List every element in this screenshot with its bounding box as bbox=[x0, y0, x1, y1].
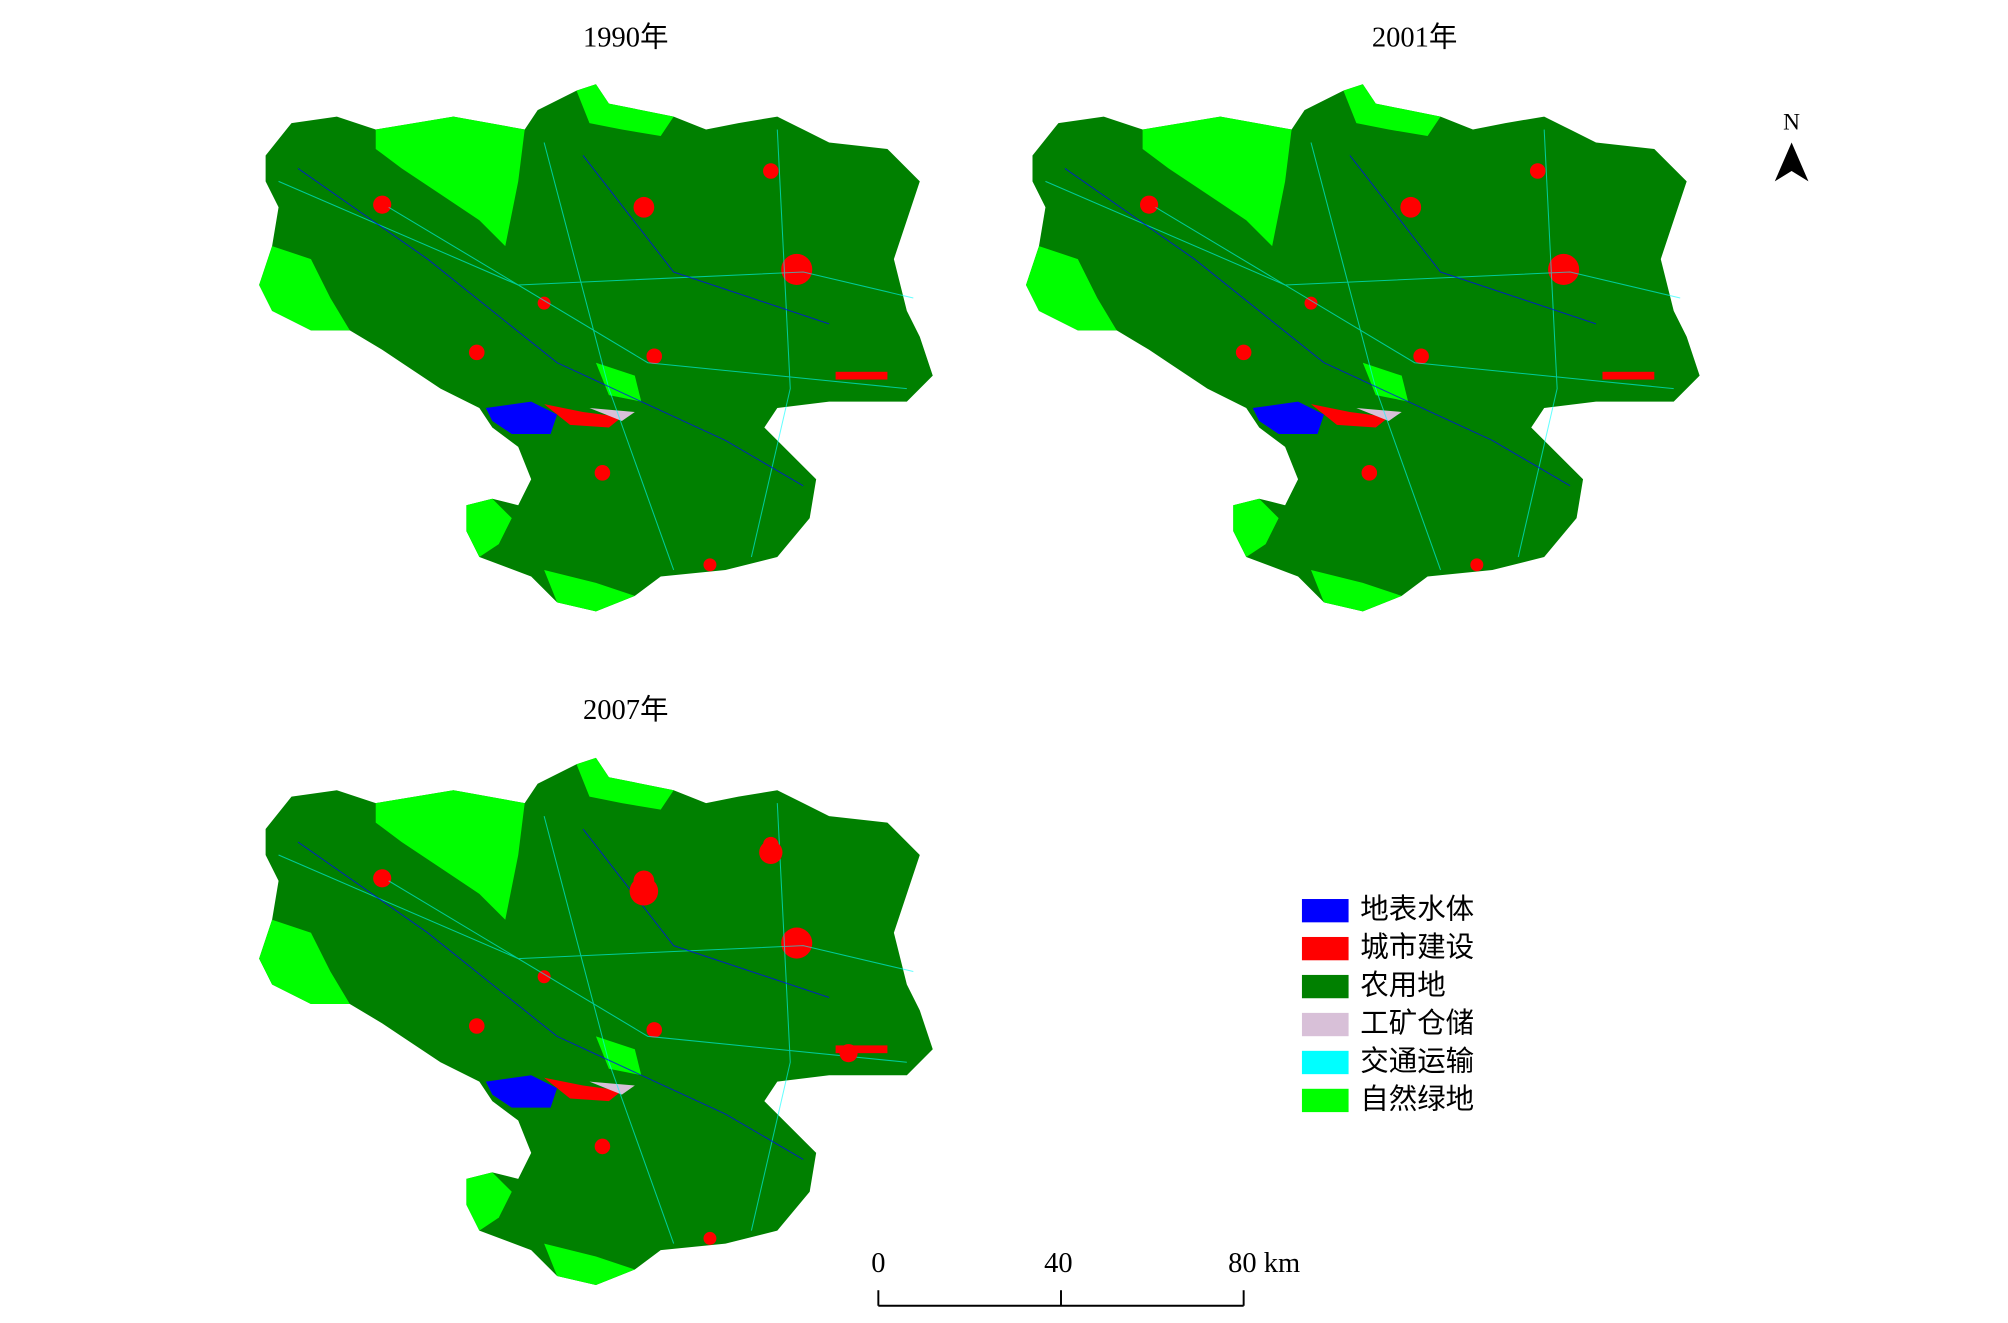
legend-label: 城市建设 bbox=[1360, 931, 1474, 963]
legend-label: 农用地 bbox=[1360, 969, 1445, 1001]
legend-label: 地表水体 bbox=[1360, 893, 1474, 925]
legend-swatch bbox=[1301, 1012, 1349, 1037]
scale-label: 80 km bbox=[1228, 1248, 1300, 1279]
legend-label: 工矿仓储 bbox=[1360, 1007, 1474, 1039]
legend-label: 交通运输 bbox=[1360, 1045, 1474, 1077]
scale-bar bbox=[877, 1290, 1245, 1307]
map-title: 2001年 bbox=[1372, 22, 1457, 54]
map-title: 1990年 bbox=[583, 22, 668, 54]
legend-swatch bbox=[1301, 899, 1349, 923]
map-2001 bbox=[1025, 83, 1701, 612]
map-title: 2007年 bbox=[583, 694, 668, 726]
legend-label: 自然绿地 bbox=[1360, 1083, 1474, 1115]
legend-swatch bbox=[1301, 1050, 1349, 1075]
scale-label: 0 bbox=[871, 1248, 885, 1279]
map-1990 bbox=[258, 83, 934, 612]
map-2007 bbox=[258, 757, 934, 1286]
scale-label: 40 bbox=[1044, 1248, 1072, 1279]
legend-swatch bbox=[1301, 1088, 1349, 1113]
legend-swatch bbox=[1301, 936, 1349, 961]
north-arrow bbox=[1774, 142, 1809, 182]
north-label: N bbox=[1783, 110, 1800, 136]
legend-swatch bbox=[1301, 974, 1349, 999]
